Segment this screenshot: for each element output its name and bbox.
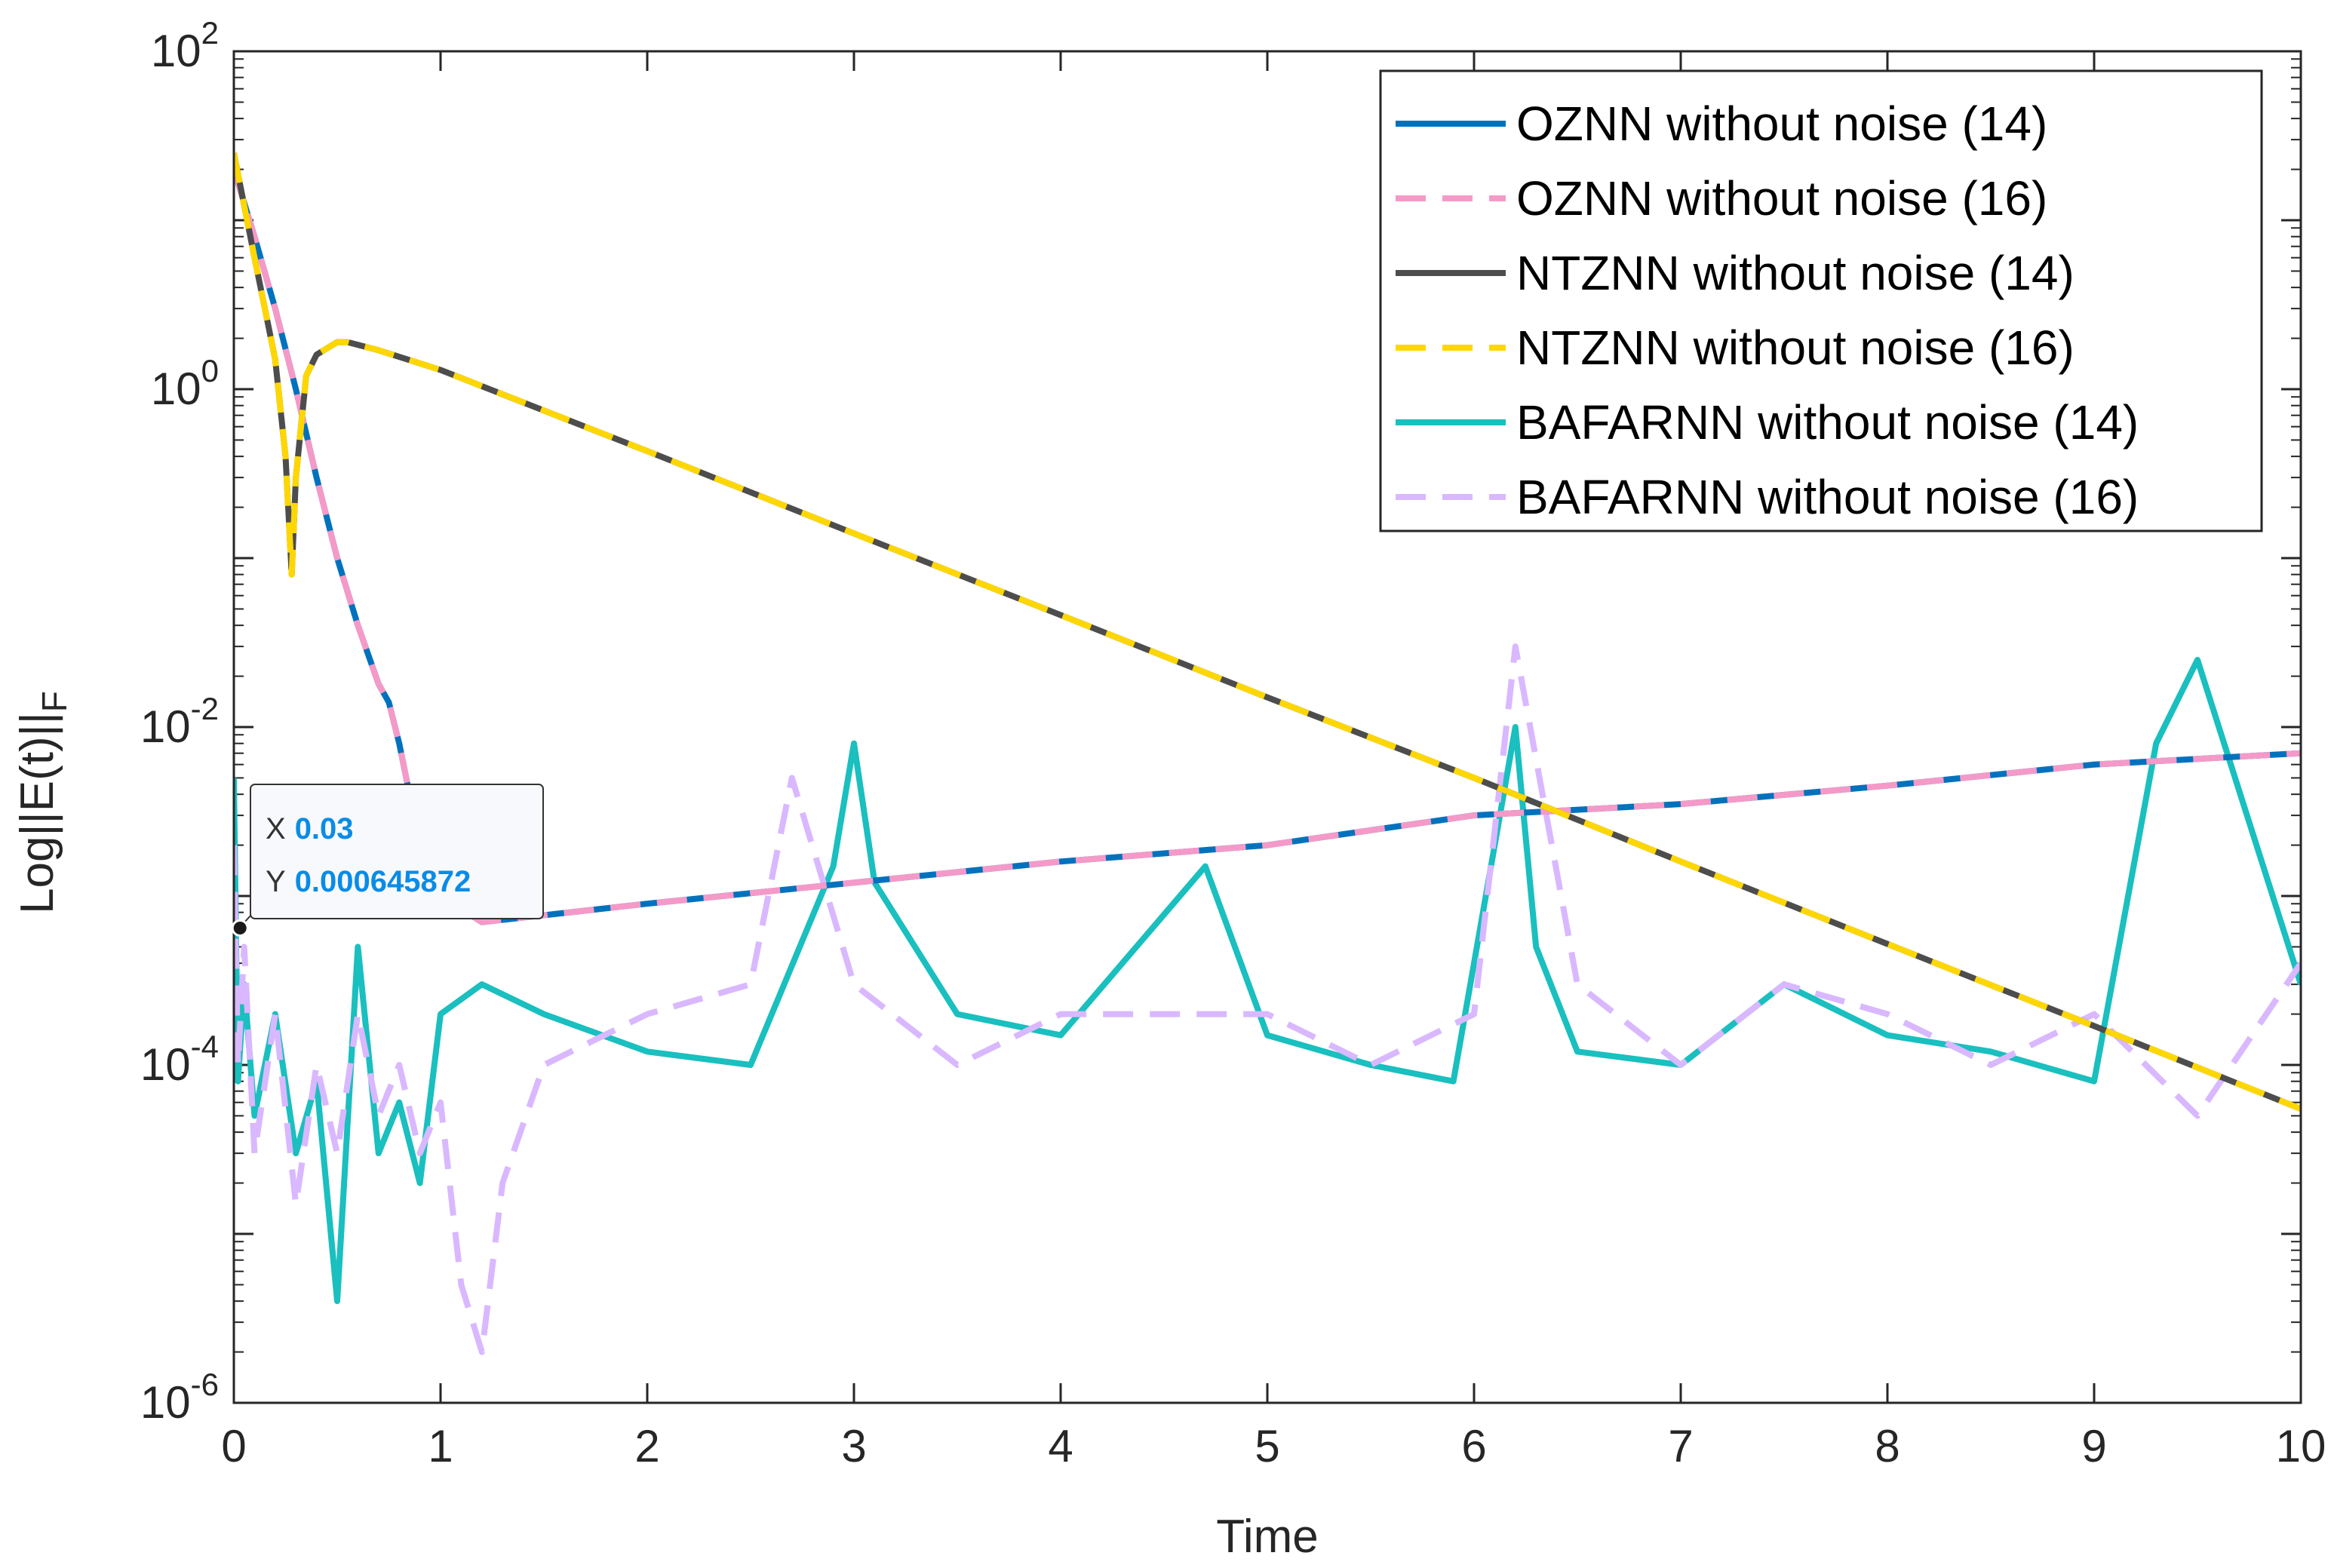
- y-tick-label: 102: [151, 15, 219, 76]
- y-tick-base: 10: [140, 701, 191, 752]
- y-tick-base: 10: [140, 1039, 191, 1090]
- datatip-x-value: 0.03: [295, 812, 354, 845]
- datatip-y-value: 0.000645872: [295, 865, 471, 898]
- datatip-box: [250, 784, 544, 919]
- x-tick-label: 10: [2276, 1421, 2326, 1471]
- x-tick-label: 3: [841, 1421, 866, 1471]
- y-tick-base: 10: [140, 1377, 191, 1428]
- legend-label: BAFARNN without noise (16): [1516, 470, 2139, 524]
- legend-label: BAFARNN without noise (14): [1516, 395, 2139, 450]
- y-tick-exponent: 2: [201, 15, 219, 51]
- x-tick-label: 8: [1875, 1421, 1900, 1471]
- series-line: [234, 643, 2301, 1355]
- y-axis-label: Log||E(t)||F: [11, 691, 74, 914]
- datatip-x-label: X: [266, 812, 286, 845]
- datatip[interactable]: X 0.03 Y 0.000645872: [231, 784, 544, 937]
- y-tick-label: 10-4: [140, 1029, 219, 1090]
- legend: OZNN without noise (14) OZNN without nois…: [1379, 69, 2263, 532]
- y-tick-exponent: -2: [191, 691, 219, 726]
- x-tick-label: 0: [221, 1421, 246, 1471]
- x-tick-label: 4: [1048, 1421, 1073, 1471]
- axis-ticks: [232, 50, 2302, 1404]
- x-tick-labels: 0 1 2 3 4 5 6 7 8 9 10: [221, 1421, 2326, 1471]
- x-tick-label: 2: [634, 1421, 659, 1471]
- legend-items: OZNN without noise (14) OZNN without nois…: [1396, 97, 2139, 524]
- y-tick-exponent: 0: [201, 353, 219, 388]
- legend-label: NTZNN without noise (16): [1516, 321, 2075, 375]
- legend-label: OZNN without noise (16): [1516, 171, 2047, 226]
- y-tick-exponent: -6: [191, 1367, 219, 1402]
- y-tick-base: 10: [151, 364, 201, 414]
- y-tick-label: 10-2: [140, 691, 219, 752]
- x-tick-label: 7: [1668, 1421, 1693, 1471]
- datatip-marker[interactable]: [231, 919, 249, 937]
- axes-frame: [232, 50, 2302, 1404]
- x-tick-label: 6: [1461, 1421, 1486, 1471]
- legend-box: [1379, 69, 2263, 532]
- y-tick-exponent: -4: [191, 1029, 219, 1064]
- x-tick-label: 1: [428, 1421, 453, 1471]
- x-axis-label: Time: [1216, 1511, 1318, 1563]
- x-tick-label: 5: [1255, 1421, 1279, 1471]
- legend-label: OZNN without noise (14): [1516, 97, 2047, 151]
- y-axis-label-subscript: F: [35, 691, 74, 712]
- datatip-y-row: Y 0.000645872: [266, 865, 471, 898]
- series-line: [234, 152, 2301, 1112]
- y-axis-label-main: Log||E(t)||: [11, 712, 63, 914]
- legend-label: NTZNN without noise (14): [1516, 246, 2075, 300]
- y-tick-base: 10: [151, 26, 201, 76]
- x-tick-label: 9: [2081, 1421, 2106, 1471]
- y-tick-label: 10-6: [140, 1367, 219, 1428]
- y-tick-label: 100: [151, 353, 219, 414]
- datatip-y-label: Y: [266, 865, 286, 898]
- datatip-x-row: X 0.03: [266, 812, 354, 845]
